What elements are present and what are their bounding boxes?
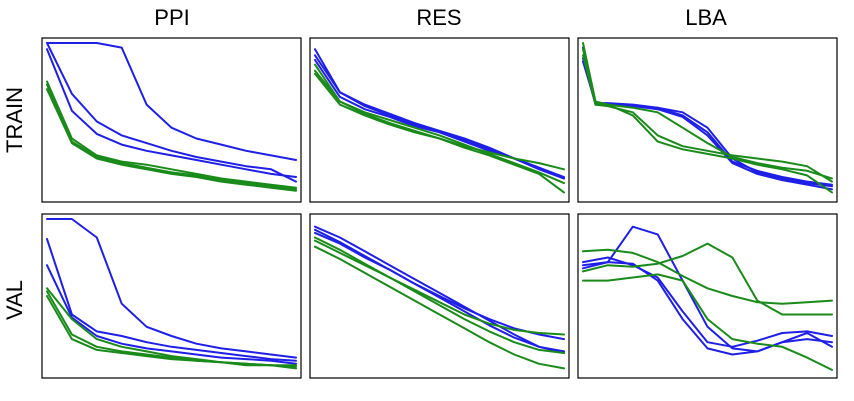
- series-line-ppi-train-blue-1: [46, 42, 297, 183]
- panel-frame-lba-train: [577, 37, 838, 203]
- series-line-ppi-val-green-5: [46, 295, 297, 367]
- series-line-res-val-blue-1: [314, 228, 565, 353]
- series-line-lba-val-green-3: [582, 248, 833, 305]
- panels-group: [41, 37, 838, 379]
- series-line-ppi-val-blue-2: [46, 264, 297, 365]
- series-line-res-train-green-4: [314, 72, 565, 171]
- series-line-res-train-green-5: [314, 63, 565, 185]
- series-line-ppi-train-green-4: [46, 83, 297, 191]
- panel-frame-lba-val: [577, 213, 838, 379]
- series-line-res-val-green-3: [314, 245, 565, 370]
- panel-frame-res-train: [309, 37, 570, 203]
- series-line-lba-train-green-4: [582, 48, 833, 194]
- series-line-ppi-val-blue-1: [46, 238, 297, 362]
- series-line-res-val-green-4: [314, 239, 565, 336]
- series-line-lba-val-blue-0: [582, 225, 833, 353]
- row-title-train: TRAIN: [2, 87, 27, 153]
- series-line-res-val-blue-0: [314, 225, 565, 354]
- series-line-lba-train-green-5: [582, 54, 833, 183]
- series-line-lba-val-green-4: [582, 273, 833, 371]
- column-title-res: RES: [416, 5, 461, 30]
- series-line-res-val-green-5: [314, 236, 565, 354]
- row-title-val: VAL: [2, 280, 27, 320]
- series-line-ppi-train-blue-2: [46, 48, 297, 178]
- series-line-res-train-blue-2: [314, 58, 565, 180]
- series-line-ppi-train-blue-0: [46, 42, 297, 161]
- column-title-ppi: PPI: [154, 5, 189, 30]
- series-line-ppi-val-blue-0: [46, 218, 297, 359]
- series-line-lba-val-green-5: [582, 242, 833, 316]
- series-line-lba-val-blue-2: [582, 261, 833, 356]
- column-title-lba: LBA: [685, 5, 727, 30]
- series-line-ppi-train-green-5: [46, 88, 297, 192]
- series-line-ppi-train-green-3: [46, 80, 297, 189]
